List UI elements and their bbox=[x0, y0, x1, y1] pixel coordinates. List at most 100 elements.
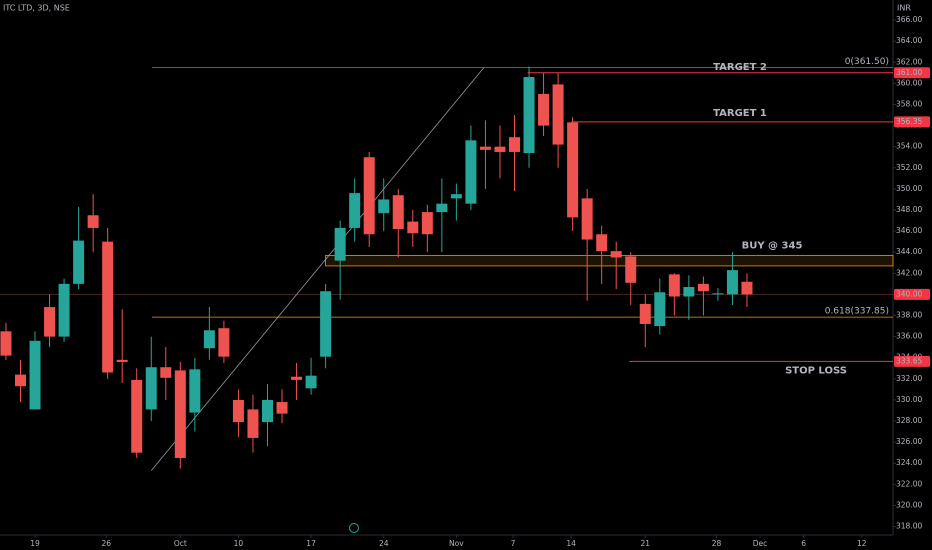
chart-title: ITC LTD, 3D, NSE bbox=[3, 4, 70, 13]
y-tick-label: 358.00 bbox=[896, 99, 922, 108]
candle-body bbox=[291, 376, 303, 380]
candle-body bbox=[436, 203, 448, 213]
trend-line bbox=[150, 67, 485, 471]
candle-body bbox=[465, 140, 477, 204]
x-tick-label: 7 bbox=[511, 539, 516, 548]
candle-body bbox=[479, 146, 491, 150]
x-tick-label: 12 bbox=[857, 539, 867, 548]
fib-label: 0.618(337.85) bbox=[825, 307, 889, 317]
earnings-marker bbox=[349, 523, 359, 533]
buy-zone bbox=[325, 254, 894, 267]
candle-body bbox=[610, 251, 622, 258]
candle-body bbox=[363, 157, 375, 235]
candle-body bbox=[261, 399, 273, 423]
x-tick-label: 28 bbox=[712, 539, 722, 548]
candle-body bbox=[625, 256, 637, 283]
price-tag bbox=[894, 67, 930, 79]
candle-body bbox=[116, 359, 128, 362]
candle-body bbox=[697, 283, 709, 292]
level-name: TARGET 1 bbox=[713, 108, 767, 119]
y-tick-label: 330.00 bbox=[896, 395, 922, 404]
candle-body bbox=[494, 146, 506, 152]
candle-body bbox=[247, 409, 259, 438]
candle-body bbox=[305, 375, 317, 389]
candle-body bbox=[581, 198, 593, 240]
y-tick-label: 338.00 bbox=[896, 311, 922, 320]
y-tick-label: 322.00 bbox=[896, 479, 922, 488]
y-tick-label: 348.00 bbox=[896, 205, 922, 214]
y-tick-label: 350.00 bbox=[896, 184, 922, 193]
y-tick-label: 336.00 bbox=[896, 332, 922, 341]
candle-body bbox=[29, 340, 41, 410]
candle-body bbox=[668, 274, 680, 297]
x-tick-label: 19 bbox=[30, 539, 40, 548]
y-tick-label: 332.00 bbox=[896, 374, 922, 383]
candle-body bbox=[102, 241, 114, 373]
candle-body bbox=[392, 195, 404, 229]
buy-zone-label: BUY @ 345 bbox=[742, 240, 803, 251]
candle-body bbox=[276, 402, 288, 414]
candle-body bbox=[349, 193, 361, 228]
x-tick-label: 21 bbox=[640, 539, 650, 548]
x-tick-label: 26 bbox=[101, 539, 111, 548]
candle-body bbox=[87, 215, 99, 228]
y-tick-label: 344.00 bbox=[896, 247, 922, 256]
candle-body bbox=[450, 194, 462, 199]
candle-body bbox=[160, 367, 172, 378]
y-tick-label: 320.00 bbox=[896, 500, 922, 509]
candle-body bbox=[639, 303, 651, 324]
level-name: STOP LOSS bbox=[785, 365, 847, 376]
y-tick-label: 352.00 bbox=[896, 163, 922, 172]
candle-body bbox=[189, 369, 201, 413]
y-tick-label: 364.00 bbox=[896, 36, 922, 45]
price-tag bbox=[894, 355, 930, 367]
x-tick-label: Oct bbox=[174, 539, 187, 548]
y-tick-label: 326.00 bbox=[896, 437, 922, 446]
candle-body bbox=[232, 399, 244, 423]
price-tag-label: 340.00 bbox=[896, 289, 922, 298]
candle-body bbox=[73, 240, 85, 284]
candle-body bbox=[552, 84, 564, 145]
x-tick-label: 17 bbox=[306, 539, 316, 548]
currency-label: INR bbox=[897, 4, 911, 13]
x-tick-label: 6 bbox=[801, 539, 806, 548]
candle-body bbox=[523, 77, 535, 154]
candle-body bbox=[14, 374, 26, 387]
y-tick-label: 362.00 bbox=[896, 57, 922, 66]
y-tick-label: 360.00 bbox=[896, 78, 922, 87]
candle-body bbox=[538, 93, 550, 126]
candle-body bbox=[44, 307, 56, 337]
x-tick-label: 14 bbox=[566, 539, 576, 548]
y-tick-label: 318.00 bbox=[896, 522, 922, 531]
candle-body bbox=[378, 199, 390, 214]
candle-body bbox=[508, 137, 520, 152]
y-tick-label: 354.00 bbox=[896, 142, 922, 151]
candle-body bbox=[218, 328, 230, 357]
candle-body bbox=[145, 367, 157, 410]
candle-body bbox=[726, 270, 738, 295]
candle-body bbox=[334, 227, 346, 261]
fib-label: 0(361.50) bbox=[845, 57, 889, 67]
y-tick-label: 366.00 bbox=[896, 15, 922, 24]
candle-body bbox=[407, 221, 419, 234]
candle-body bbox=[712, 293, 724, 295]
candle-body bbox=[203, 330, 215, 349]
price-tag-label: 361.00 bbox=[896, 68, 922, 77]
y-tick-label: 342.00 bbox=[896, 268, 922, 277]
x-tick-label: 10 bbox=[234, 539, 244, 548]
y-tick-label: 324.00 bbox=[896, 458, 922, 467]
level-name: TARGET 2 bbox=[713, 62, 767, 73]
candle-body bbox=[596, 234, 608, 252]
price-tag-label: 356.35 bbox=[896, 117, 922, 126]
candle-body bbox=[174, 370, 186, 458]
price-tag bbox=[894, 288, 930, 300]
y-tick-label: 346.00 bbox=[896, 226, 922, 235]
price-tag bbox=[894, 116, 930, 128]
candle-body bbox=[58, 283, 70, 337]
x-tick-label: Nov bbox=[449, 539, 464, 548]
candle-body bbox=[320, 291, 332, 357]
candle-body bbox=[0, 331, 12, 356]
price-tag-label: 333.65 bbox=[896, 356, 922, 365]
